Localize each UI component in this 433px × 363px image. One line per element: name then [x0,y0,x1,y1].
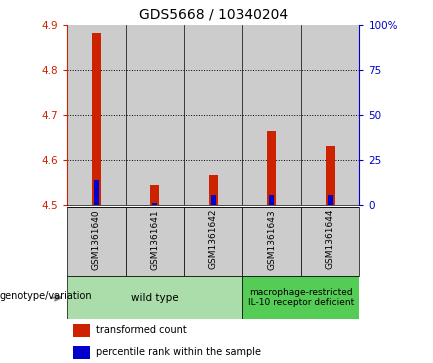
Bar [150,185,159,205]
Text: genotype/variation: genotype/variation [0,291,93,301]
Text: transformed count: transformed count [96,325,187,335]
Bar [73,324,90,337]
Bar [301,25,359,205]
Bar [326,146,335,205]
Bar [92,33,101,205]
Text: percentile rank within the sample: percentile rank within the sample [96,347,262,357]
Text: GSM1361640: GSM1361640 [92,209,101,270]
Bar [94,180,99,205]
Bar [211,195,216,205]
Bar [67,276,242,319]
Text: macrophage-restricted
IL-10 receptor deficient: macrophage-restricted IL-10 receptor def… [248,288,354,307]
Bar [184,25,242,205]
Bar [73,346,90,359]
Bar [126,25,184,205]
Title: GDS5668 / 10340204: GDS5668 / 10340204 [139,8,288,21]
Bar [269,195,274,205]
Text: GSM1361642: GSM1361642 [209,209,218,269]
Bar [67,207,126,276]
Bar [242,276,359,319]
Text: GSM1361643: GSM1361643 [267,209,276,270]
Bar [152,203,157,205]
Bar [184,207,242,276]
Text: GSM1361644: GSM1361644 [326,209,335,269]
Bar [267,131,276,205]
Text: GSM1361641: GSM1361641 [150,209,159,270]
Text: wild type: wild type [131,293,178,303]
Bar [328,195,333,205]
Bar [242,25,301,205]
Bar [67,25,126,205]
Bar [126,207,184,276]
Bar [242,207,301,276]
Bar [301,207,359,276]
Bar [209,175,218,205]
